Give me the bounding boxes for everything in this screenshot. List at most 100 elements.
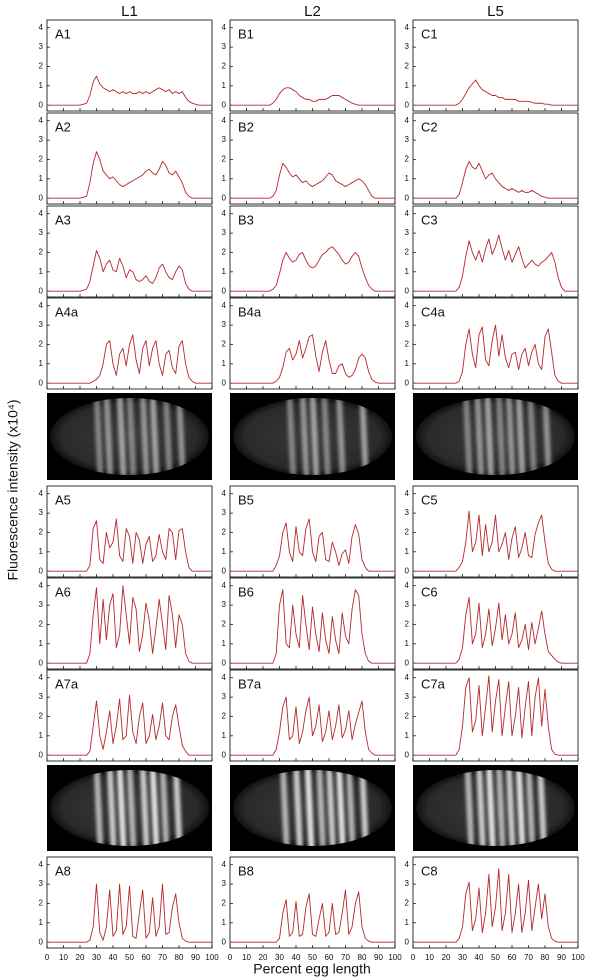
y-tick-label: 2 xyxy=(222,155,227,164)
panel-label: B5 xyxy=(238,492,254,507)
y-tick-label: 1 xyxy=(405,174,410,183)
x-tick-label: 100 xyxy=(205,953,219,962)
panel-label: B4a xyxy=(238,304,262,319)
y-tick-label: 3 xyxy=(405,879,410,888)
panel: 0 1 2 3 4 C3 xyxy=(405,205,579,298)
y-tick-label: 2 xyxy=(405,248,410,257)
y-tick-label: 1 xyxy=(222,918,227,927)
y-tick-label: 2 xyxy=(222,620,227,629)
stripe xyxy=(93,398,104,475)
panel-label: A3 xyxy=(55,212,71,227)
profile-line xyxy=(413,79,578,106)
y-tick-label: 1 xyxy=(405,731,410,740)
x-tick-label: 30 xyxy=(92,953,101,962)
profile-line xyxy=(413,596,578,664)
stripe xyxy=(309,398,320,475)
y-tick-label: 3 xyxy=(39,228,44,237)
x-tick-label: 80 xyxy=(175,953,184,962)
panel-frame xyxy=(46,669,213,762)
x-tick-label: 70 xyxy=(341,953,350,962)
stripe xyxy=(515,398,526,475)
y-axis-label: Fluorescence intensity (x10⁴) xyxy=(5,399,21,580)
y-tick-label: 4 xyxy=(405,489,410,498)
y-tick-label: 2 xyxy=(39,899,44,908)
y-tick-label: 3 xyxy=(222,135,227,144)
panel-frame xyxy=(229,205,396,298)
y-tick-label: 1 xyxy=(222,731,227,740)
y-tick-label: 4 xyxy=(405,581,410,590)
y-tick-label: 2 xyxy=(405,899,410,908)
profile-line xyxy=(47,334,212,384)
y-tick-label: 3 xyxy=(222,228,227,237)
panel-frame xyxy=(229,112,396,205)
y-tick-label: 1 xyxy=(222,359,227,368)
panel-frame xyxy=(412,112,579,205)
y-tick-label: 1 xyxy=(39,547,44,556)
stripe xyxy=(172,770,183,846)
y-tick-label: 0 xyxy=(222,378,227,387)
embryo-image xyxy=(47,393,212,480)
y-tick-label: 3 xyxy=(222,508,227,517)
stripe xyxy=(321,398,332,475)
panel: 0 1 2 3 4 B6 xyxy=(222,577,396,670)
x-axis-label: Percent egg length xyxy=(253,961,371,977)
y-tick-label: 0 xyxy=(222,193,227,202)
panel-frame xyxy=(46,577,213,670)
panel: 0 1 2 3 4 C5 xyxy=(405,485,579,578)
stripe xyxy=(335,398,346,475)
panel: 0 1 2 3 4 C4a xyxy=(405,297,579,390)
x-tick-label: 20 xyxy=(259,953,268,962)
y-tick-label: 2 xyxy=(405,620,410,629)
panel-frame xyxy=(412,205,579,298)
y-tick-label: 3 xyxy=(405,600,410,609)
panel: 0 1 2 3 4 B1 xyxy=(222,19,396,112)
stripe xyxy=(525,770,536,846)
stripe xyxy=(505,770,516,846)
column-title: L1 xyxy=(121,3,138,20)
profile-line xyxy=(413,510,578,572)
y-tick-label: 4 xyxy=(39,301,44,310)
stripe xyxy=(359,770,369,846)
stripe xyxy=(176,398,186,475)
panel-frame xyxy=(412,577,579,670)
panel: 0 1 2 3 4 A2 xyxy=(39,112,213,205)
y-tick-label: 1 xyxy=(222,267,227,276)
profile-line xyxy=(413,868,578,943)
panel-label: B7a xyxy=(238,676,262,691)
panel-label: B3 xyxy=(238,212,254,227)
y-tick-label: 0 xyxy=(39,658,44,667)
panel-frame xyxy=(46,485,213,578)
column-title: L5 xyxy=(487,3,504,20)
y-tick-label: 3 xyxy=(39,320,44,329)
y-tick-label: 3 xyxy=(39,508,44,517)
stripe xyxy=(542,398,552,475)
profile-line xyxy=(230,889,395,943)
y-tick-label: 2 xyxy=(405,528,410,537)
panel: 0 1 2 3 4 B3 xyxy=(222,205,396,298)
x-tick-label: 70 xyxy=(158,953,167,962)
y-tick-label: 3 xyxy=(39,42,44,51)
y-tick-label: 3 xyxy=(39,135,44,144)
panel: 0 1 2 3 4 B7a xyxy=(222,669,396,762)
y-tick-label: 2 xyxy=(222,899,227,908)
y-tick-label: 2 xyxy=(39,62,44,71)
panel: 0 1 2 3 4 A1 xyxy=(39,19,213,112)
y-tick-label: 4 xyxy=(39,581,44,590)
panel-frame xyxy=(229,19,396,112)
profile-line xyxy=(230,589,395,664)
y-tick-label: 2 xyxy=(405,62,410,71)
stripe xyxy=(304,770,315,846)
y-tick-label: 2 xyxy=(39,712,44,721)
stripes xyxy=(93,770,183,846)
y-tick-label: 0 xyxy=(222,286,227,295)
profile-line xyxy=(230,334,395,384)
y-tick-label: 4 xyxy=(39,116,44,125)
x-tick-label: 40 xyxy=(109,953,118,962)
y-tick-label: 1 xyxy=(39,918,44,927)
stripe xyxy=(139,398,150,475)
y-tick-label: 3 xyxy=(222,42,227,51)
stripe xyxy=(116,398,127,475)
